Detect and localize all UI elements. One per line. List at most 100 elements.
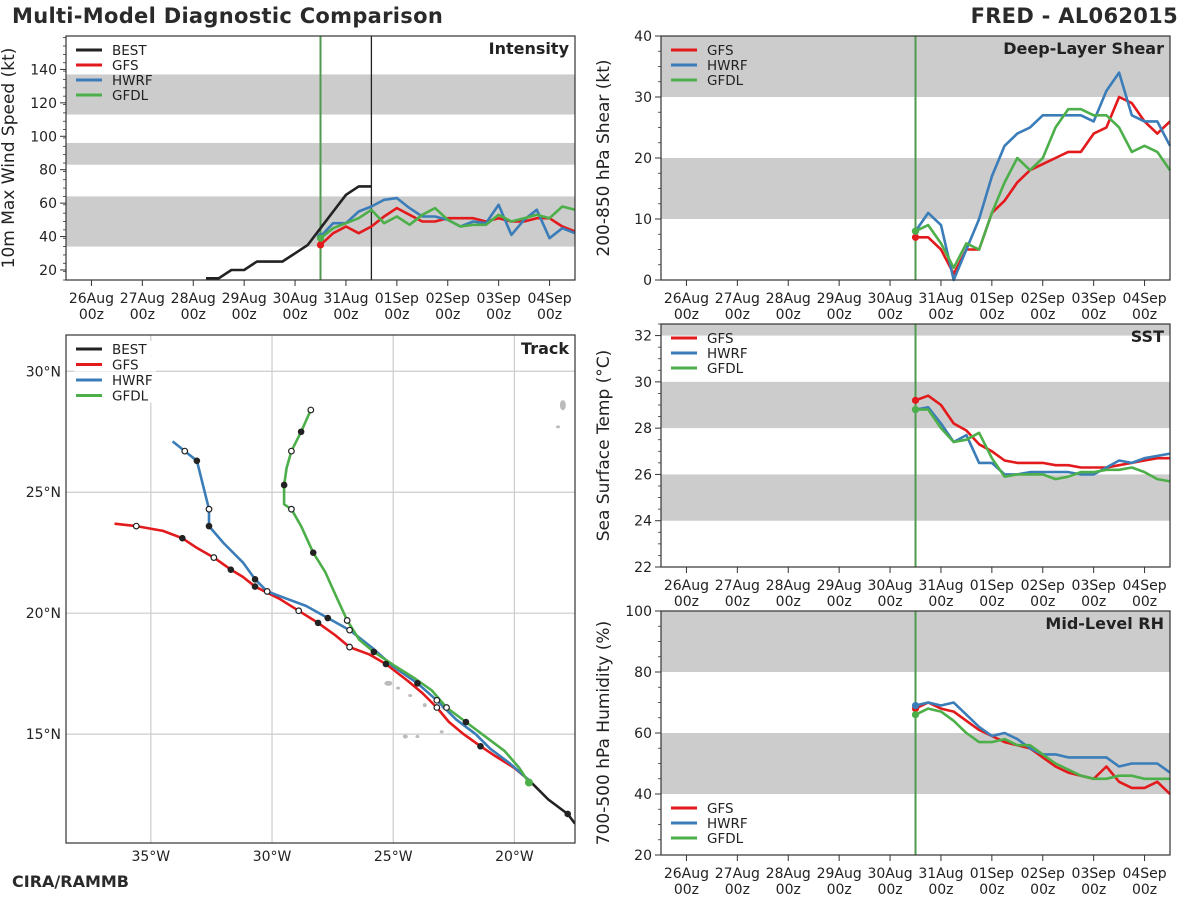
intensity-legend-label-gfdl: GFDL (112, 88, 149, 104)
rh-start-point-gfdl (911, 711, 920, 719)
sst-x-tick-hour: 00z (827, 594, 852, 610)
intensity-y-tick-label: 60 (39, 196, 57, 212)
track-point-hwrf (251, 576, 259, 583)
track-point-hwrf (324, 614, 332, 622)
sst-title: SST (1131, 327, 1164, 346)
rh-x-tick-hour: 00z (877, 882, 902, 898)
sst-x-tick-day: 27Aug (715, 578, 760, 594)
shear-y-tick-label: 40 (634, 29, 652, 45)
track-lon-label: 20°W (495, 849, 534, 865)
track-point-open-hwrf (346, 626, 353, 634)
rh-x-tick-hour: 00z (827, 882, 852, 898)
rh-x-tick-day: 01Sep (970, 866, 1014, 882)
shear-x-tick-hour: 00z (827, 307, 852, 323)
island-shape (402, 734, 408, 739)
track-point-best (564, 810, 572, 818)
intensity-x-tick-day: 28Aug (171, 291, 216, 307)
rh-x-tick-day: 03Sep (1072, 866, 1116, 882)
rh-x-tick-day: 31Aug (918, 866, 963, 882)
shear-panel: 01020304026Aug00z27Aug00z28Aug00z29Aug00… (594, 29, 1172, 323)
intensity-x-tick-day: 30Aug (272, 291, 317, 307)
track-legend-bg (74, 372, 156, 387)
rh-series-gfs (914, 701, 1171, 795)
shear-x-tick-day: 02Sep (1021, 291, 1065, 307)
rh-x-tick-hour: 00z (928, 882, 953, 898)
rh-x-tick-day: 28Aug (766, 866, 811, 882)
intensity-y-tick-label: 80 (39, 163, 57, 179)
intensity-x-tick-hour: 00z (384, 307, 409, 323)
track-point-gfdl (309, 549, 317, 557)
track-point-open-hwrf (433, 696, 441, 704)
sst-y-tick-label: 24 (634, 514, 652, 530)
intensity-x-tick-hour: 00z (130, 307, 155, 323)
track-point-gfs (179, 534, 186, 542)
page-title: Multi-Model Diagnostic Comparison (12, 4, 444, 28)
track-lines (114, 406, 575, 825)
intensity-title: Intensity (489, 39, 570, 58)
sst-series-gfdl (915, 408, 1171, 483)
rh-x-tick-day: 04Sep (1122, 866, 1166, 882)
rh-legend-label-gfdl: GFDL (707, 831, 744, 847)
track-point-hwrf (193, 457, 201, 465)
rh-y-tick-label: 20 (634, 848, 652, 864)
intensity-ylabel: 10m Max Wind Speed (kt) (0, 48, 19, 269)
rh-x-tick-hour: 00z (1030, 882, 1055, 898)
intensity-y-tick-label: 40 (39, 230, 57, 246)
track-point-open-gfs (132, 522, 140, 530)
rh-frame (660, 610, 1171, 856)
intensity-y-tick-label: 20 (39, 263, 57, 279)
intensity-x-tick-day: 01Sep (375, 291, 419, 307)
track-initial-position (524, 778, 533, 787)
shear-series-hwrf (914, 71, 1172, 282)
intensity-x-tick-hour: 00z (537, 307, 562, 323)
track-point-hwrf (414, 680, 421, 687)
track-point-gfs (477, 742, 484, 750)
shear-legend-label-gfs: GFS (707, 43, 734, 59)
sst-x-tick-day: 28Aug (766, 578, 811, 594)
track-legend-bg (74, 341, 156, 356)
intensity-x-tick-hour: 00z (435, 307, 460, 323)
intensity-legend-label-best: BEST (112, 43, 147, 59)
intensity-start-point-gfdl (316, 234, 325, 242)
track-point-gfdl (280, 481, 288, 489)
rh-legend-label-gfs: GFS (707, 801, 734, 817)
rh-series-gfdl (914, 707, 1170, 781)
track-point-open-gfs (433, 704, 441, 711)
track-frame (65, 334, 576, 844)
sst-x-tick-day: 01Sep (970, 578, 1014, 594)
shear-x-tick-hour: 00z (1081, 307, 1106, 323)
intensity-series-gfdl (319, 205, 576, 240)
shear-x-tick-day: 03Sep (1072, 291, 1116, 307)
track-series-hwrf (171, 440, 530, 782)
intensity-x-tick-day: 02Sep (426, 291, 470, 307)
intensity-x-tick-hour: 00z (486, 307, 511, 323)
track-point-gfdl (462, 718, 470, 726)
track-series-gfs (114, 522, 530, 782)
shear-y-tick-label: 30 (634, 90, 652, 106)
island-shape (559, 400, 566, 411)
sst-x-tick-day: 03Sep (1072, 578, 1116, 594)
shear-x-tick-hour: 00z (1132, 307, 1157, 323)
rh-x-tick-hour: 00z (776, 882, 801, 898)
rh-x-tick-day: 30Aug (867, 866, 912, 882)
shear-x-tick-hour: 00z (877, 307, 902, 323)
rh-y-tick-label: 100 (625, 604, 652, 620)
sst-start-point-gfs (911, 396, 920, 404)
intensity-frame (65, 35, 576, 281)
track-point-open-gfs (346, 643, 353, 651)
rh-y-tick-label: 40 (634, 787, 652, 803)
footer-credit: CIRA/RAMMB (12, 872, 129, 891)
shear-title: Deep-Layer Shear (1003, 39, 1164, 58)
track-point-gfs (382, 660, 390, 668)
track-legend-label-hwrf: HWRF (112, 373, 153, 389)
track-point-open-hwrf (263, 588, 271, 595)
track-lat-label: 15°N (26, 727, 61, 743)
intensity-x-tick-day: 31Aug (323, 291, 368, 307)
island-shape (408, 693, 413, 697)
shear-x-tick-day: 01Sep (970, 291, 1014, 307)
track-point-open-gfs (295, 607, 303, 615)
sst-legend-label-hwrf: HWRF (707, 346, 748, 362)
rh-x-tick-day: 26Aug (664, 866, 709, 882)
sst-series-gfs (915, 394, 1170, 469)
track-point-gfdl (370, 648, 378, 656)
